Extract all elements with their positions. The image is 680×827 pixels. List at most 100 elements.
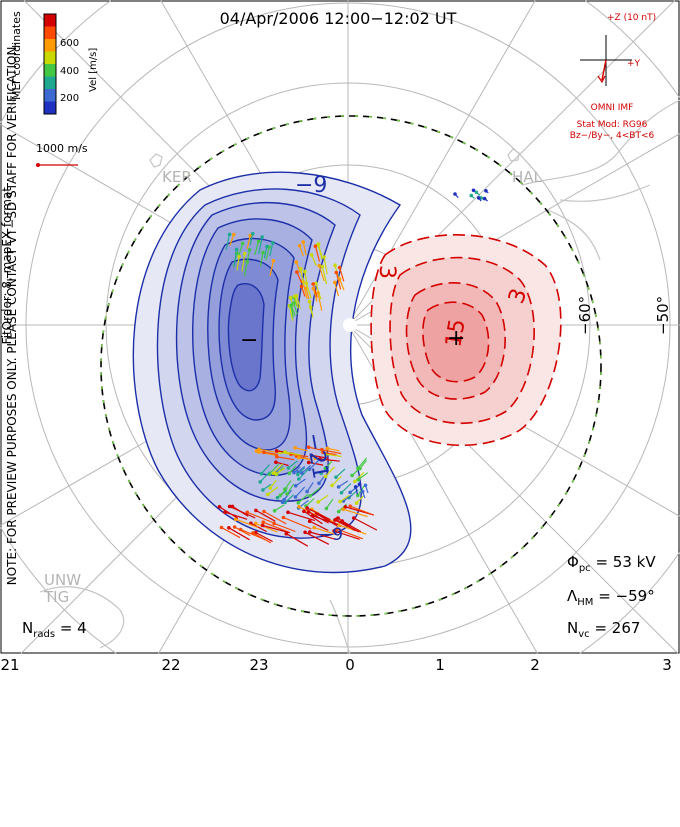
velocity-vector-origin	[356, 477, 361, 482]
colorbar-tick-400: 400	[60, 66, 79, 77]
coastlines	[39, 99, 680, 654]
velocity-vector	[358, 472, 369, 481]
velocity-vector	[295, 486, 306, 498]
velocity-vector-origin	[265, 244, 269, 249]
velocity-vector	[309, 459, 319, 470]
velocity-vector-origin	[219, 525, 224, 530]
contour-label-pos-outer: 3	[374, 265, 399, 279]
velocity-vector-origin	[308, 530, 312, 534]
velocity-vector	[309, 531, 336, 540]
velocity-vector-origin	[311, 282, 316, 286]
velocity-vector	[319, 458, 340, 462]
velocity-vector-origin	[310, 514, 315, 518]
stat-lambda-hm-value: = −59°	[598, 587, 655, 605]
velocity-vector	[287, 511, 316, 522]
velocity-vector-origin	[286, 466, 291, 470]
velocity-vector-origin	[272, 509, 277, 513]
velocity-vector-origin	[253, 521, 258, 526]
velocity-vector	[323, 451, 337, 456]
velocity-vector-origin	[297, 477, 301, 481]
velocity-vector	[305, 283, 312, 299]
velocity-vector-origin	[247, 248, 252, 252]
velocity-vector	[255, 509, 276, 522]
velocity-vector-origin	[363, 483, 368, 488]
colorbar-segment	[44, 26, 56, 40]
velocity-vector	[349, 484, 360, 493]
velocity-vector	[341, 520, 362, 533]
velocity-vector	[351, 467, 361, 476]
velocity-vector	[268, 463, 280, 475]
stat-n-rads: Nrads = 4	[22, 619, 87, 640]
velocity-vector-origin	[297, 244, 302, 248]
mlt-tick-2: 2	[530, 656, 540, 674]
velocity-vector-origin	[332, 529, 336, 533]
velocity-vector-origin	[320, 447, 324, 452]
velocity-vector	[309, 487, 321, 497]
velocity-vector	[233, 249, 238, 266]
velocity-vector-origin	[303, 269, 307, 274]
velocity-vector-origin	[307, 299, 312, 304]
velocity-vector-origin	[260, 523, 265, 528]
mlt-tick-21: 21	[0, 656, 19, 674]
velocity-vector-origin	[453, 192, 457, 196]
velocity-vector	[284, 451, 301, 456]
velocity-vector-origin	[278, 493, 283, 498]
velocity-vector	[276, 456, 295, 461]
colorbar-segment	[44, 64, 56, 77]
velocity-vector-origin	[318, 457, 322, 461]
velocity-vector-origin	[469, 193, 474, 198]
velocity-vector-origin	[294, 293, 299, 298]
velocity-vector	[292, 302, 298, 315]
velocity-vector	[246, 511, 275, 524]
velocity-vector-origin	[352, 516, 356, 520]
stat-n-rads-value: = 4	[59, 619, 87, 637]
velocity-vector-origin	[245, 510, 249, 515]
velocity-vector	[335, 518, 360, 533]
velocity-vector-origin	[341, 507, 346, 512]
velocity-vector	[311, 454, 329, 459]
velocity-vector-origin	[293, 495, 298, 499]
velocity-vector	[296, 271, 303, 284]
velocity-vector-origin	[309, 253, 314, 257]
velocity-vector-origin	[286, 510, 290, 515]
velocity-vector	[269, 242, 274, 257]
imf-clock	[580, 35, 632, 86]
velocity-vector-origin	[350, 473, 354, 478]
reference-vector-label: 1000 m/s	[36, 142, 88, 155]
velocity-vector-origin	[305, 506, 310, 510]
velocity-vector-origin	[254, 508, 258, 513]
stat-n-vc: Nvc = 267	[567, 619, 641, 640]
velocity-vector-origin	[292, 470, 296, 475]
velocity-vector-origin	[295, 270, 299, 274]
velocity-vector-origin	[317, 263, 322, 268]
velocity-vector-origin	[250, 231, 255, 236]
positive-potential-cell	[370, 234, 562, 447]
imf-vector	[601, 59, 607, 81]
velocity-vector-origin	[303, 530, 307, 535]
velocity-vector-origin	[288, 295, 293, 300]
velocity-vector	[354, 471, 365, 482]
velocity-colorbar	[43, 13, 57, 115]
imf-source: OMNI IMF	[591, 103, 634, 113]
velocity-vector-origin	[324, 506, 329, 511]
velocity-vector-origin	[285, 492, 289, 496]
velocity-vector	[273, 522, 296, 533]
velocity-vector	[343, 508, 368, 518]
velocity-vector	[236, 256, 240, 271]
velocity-vector	[309, 520, 329, 532]
velocity-vector	[298, 457, 312, 461]
velocity-vector-origin	[333, 280, 337, 285]
velocity-vector-origin	[262, 509, 266, 514]
velocity-vector	[255, 532, 273, 543]
velocity-vector	[306, 507, 331, 521]
velocity-vector-origin	[357, 482, 362, 487]
velocity-vector-origin	[271, 240, 275, 245]
velocity-vector-origin	[306, 460, 311, 465]
stat-lambda-hm: ΛHM = −59°	[567, 587, 655, 608]
velocity-vector-origin	[336, 485, 341, 489]
velocity-vector	[261, 464, 270, 475]
velocity-vector	[336, 528, 364, 540]
velocity-vector-origin	[334, 270, 339, 275]
velocity-vector	[331, 476, 342, 486]
velocity-vector-origin	[258, 480, 263, 484]
